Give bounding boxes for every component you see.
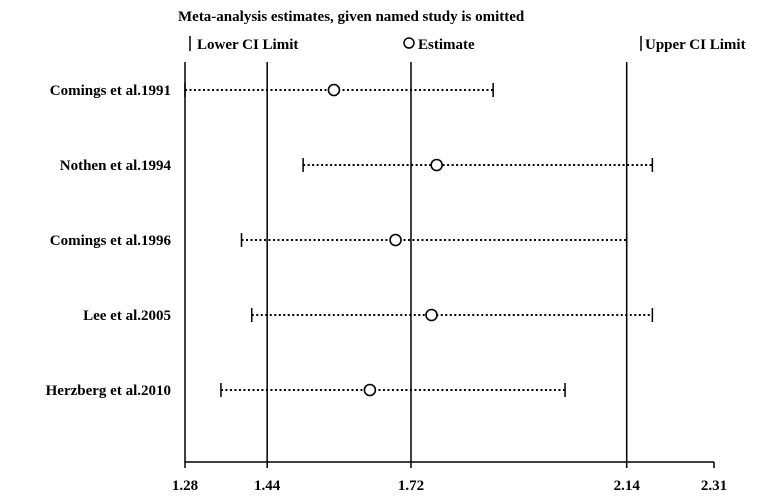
reference-lines: [266, 62, 628, 462]
legend-estimate-label: Estimate: [418, 37, 475, 53]
x-tick-label: 1.28: [172, 478, 198, 494]
study-label: Herzberg et al.2010: [46, 383, 171, 399]
study-label: Lee et al.2005: [83, 308, 171, 324]
legend-estimate-marker: [403, 37, 415, 49]
x-tick-label: 2.31: [701, 478, 727, 494]
study-rows: Comings et al.1991 Nothen et al.1994 Comin…: [46, 83, 654, 399]
study-label: Comings et al.1996: [50, 233, 172, 249]
legend-upper-label: Upper CI Limit: [645, 37, 746, 53]
estimate-marker: [389, 233, 402, 247]
study-row: Herzberg et al.2010: [46, 383, 566, 399]
estimate-marker: [363, 383, 377, 397]
x-tick-label: 1.72: [398, 478, 424, 494]
legend: Lower CI Limit Estimate Upper CI Limit: [189, 36, 746, 53]
study-row: Comings et al.1991: [50, 83, 494, 99]
estimate-marker: [430, 158, 443, 172]
estimate-marker: [327, 83, 341, 97]
estimate-marker: [425, 308, 438, 322]
study-row: Lee et al.2005: [83, 308, 654, 324]
x-axis: 1.28 1.44 1.72 2.14 2.31: [172, 62, 727, 494]
chart-title: Meta-analysis estimates, given named stu…: [178, 9, 525, 25]
x-tick-label: 2.14: [614, 478, 641, 494]
study-row: Nothen et al.1994: [60, 158, 654, 174]
legend-lower-label: Lower CI Limit: [197, 37, 298, 53]
study-row: Comings et al.1996: [50, 233, 628, 249]
study-label: Comings et al.1991: [50, 83, 171, 99]
study-label: Nothen et al.1994: [60, 158, 172, 174]
x-tick-label: 1.44: [254, 478, 281, 494]
